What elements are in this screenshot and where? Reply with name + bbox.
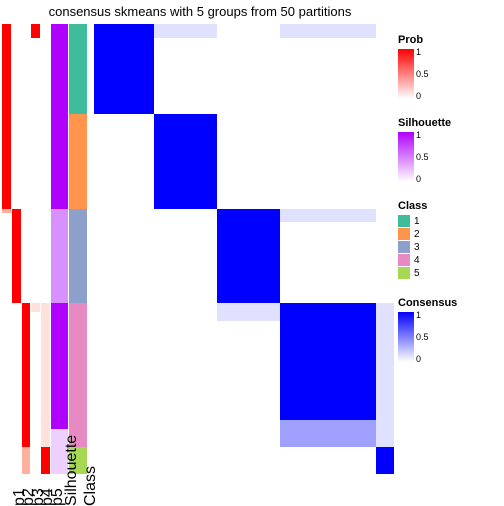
track-p2: [12, 24, 21, 474]
plot-title: consensus skmeans with 5 groups from 50 …: [0, 4, 400, 19]
legend-title: Class: [398, 200, 500, 212]
heatmap-block: [94, 24, 154, 114]
legend-item: 1: [398, 215, 500, 227]
heatmap-block: [376, 303, 394, 447]
legend-class: Class 12345: [398, 200, 500, 279]
track-p4: [31, 24, 40, 474]
axis-label: Class: [82, 466, 100, 506]
swatch: [398, 267, 410, 279]
legend-item: 3: [398, 241, 500, 253]
axis-label: Silhouette: [63, 435, 81, 506]
heatmap-block: [217, 303, 280, 321]
swatch: [398, 254, 410, 266]
track-p5: [41, 24, 50, 474]
legend-silhouette: Silhouette 10.50: [398, 117, 500, 182]
legend-prob: Prob 10.50: [398, 34, 500, 99]
colorbar: 10.50: [398, 49, 414, 99]
heatmap-block: [376, 447, 394, 474]
legend-item: 5: [398, 267, 500, 279]
track-silhouette: [51, 24, 69, 474]
annotation-tracks: [2, 24, 88, 474]
legend-item: 4: [398, 254, 500, 266]
swatch: [398, 215, 410, 227]
heatmap-block: [280, 209, 376, 223]
swatch: [398, 228, 410, 240]
heatmap-block: [280, 24, 376, 38]
swatch: [398, 241, 410, 253]
colorbar: 10.50: [398, 312, 414, 362]
legends: Prob 10.50 Silhouette 10.50 Class 12345 Consen…: [398, 34, 500, 380]
plot-region: [2, 24, 394, 474]
legend-item: 2: [398, 228, 500, 240]
legend-consensus: Consensus 10.50: [398, 297, 500, 362]
track-p1: [2, 24, 11, 474]
legend-title: Consensus: [398, 297, 500, 309]
legend-title: Silhouette: [398, 117, 500, 129]
colorbar: 10.50: [398, 132, 414, 182]
heatmap-block: [154, 114, 217, 209]
consensus-heatmap: [94, 24, 394, 474]
track-p3: [22, 24, 31, 474]
heatmap-block: [154, 24, 217, 38]
track-class: [69, 24, 87, 474]
heatmap-block: [217, 209, 280, 304]
heatmap-block: [280, 420, 376, 447]
legend-title: Prob: [398, 34, 500, 46]
